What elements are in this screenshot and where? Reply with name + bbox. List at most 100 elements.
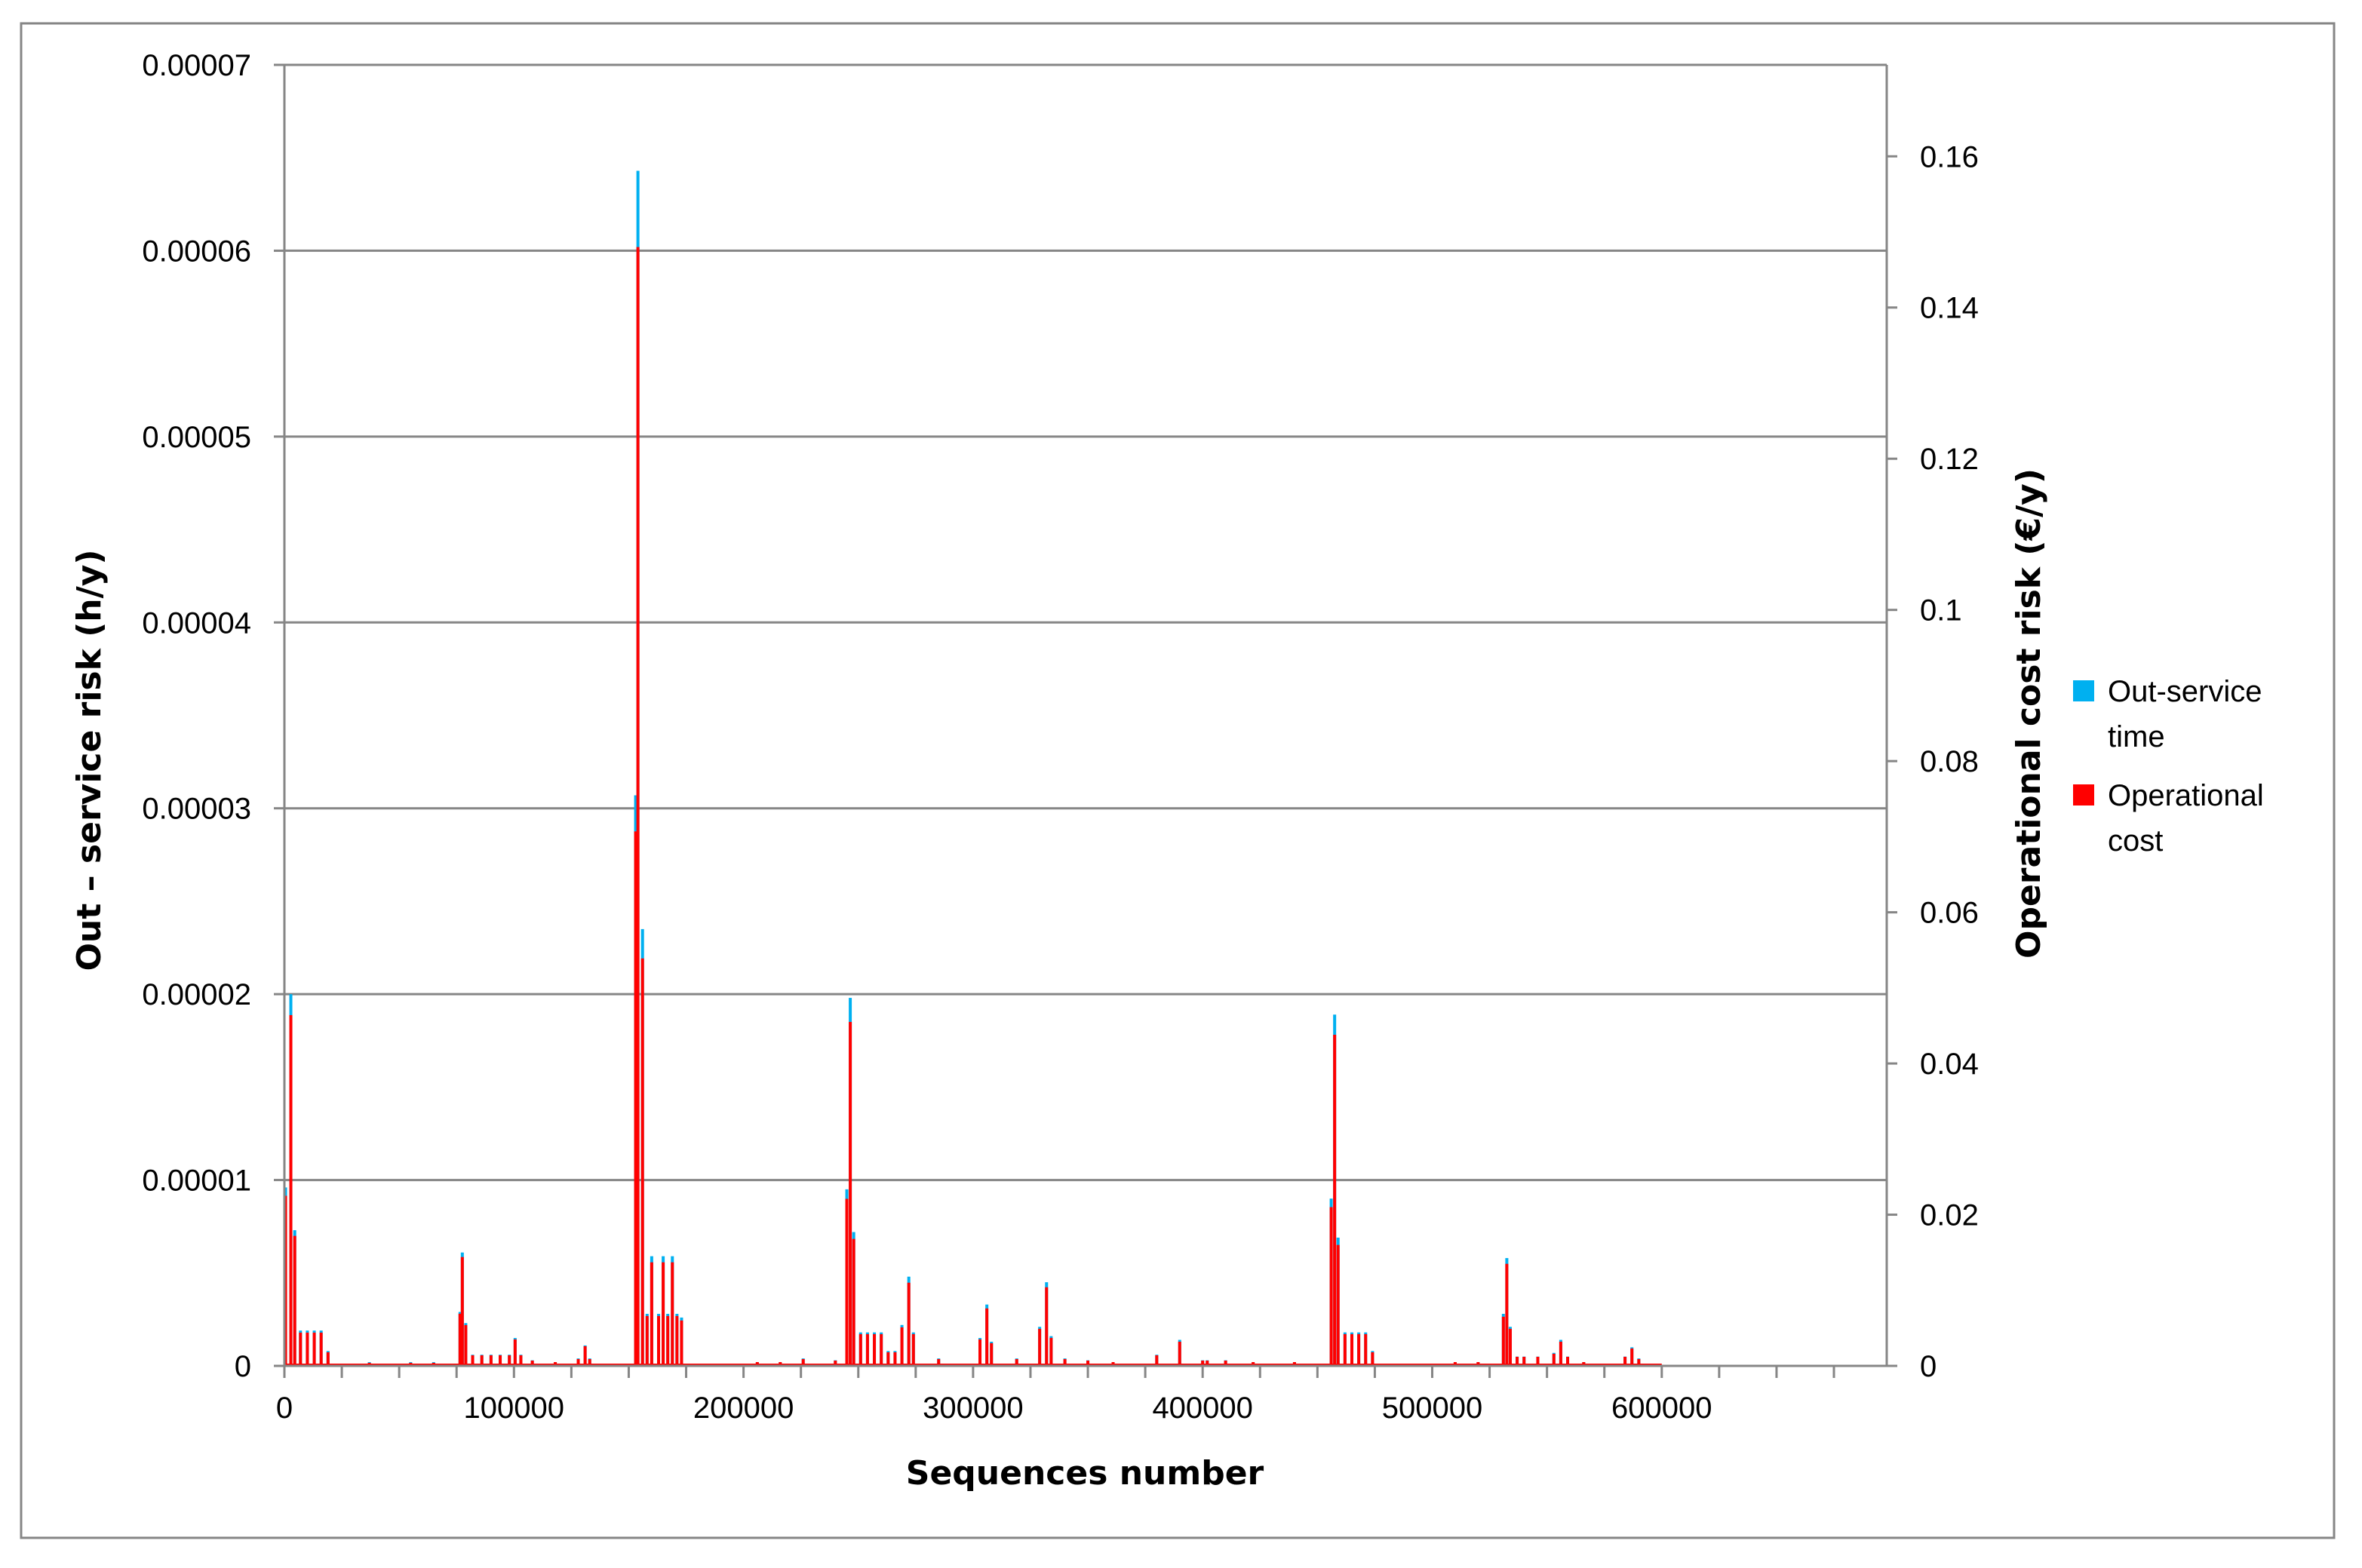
bar-operational-81 — [1501, 1316, 1505, 1366]
bar-operational-52 — [911, 1333, 915, 1366]
bar-operational-85 — [1522, 1356, 1526, 1366]
bar-operational-89 — [1566, 1356, 1570, 1366]
bar-operational-35 — [675, 1315, 679, 1366]
bar-operational-64 — [1155, 1355, 1159, 1366]
bar-operational-6 — [319, 1332, 323, 1366]
y2-tick-label-0: 0 — [1920, 1350, 1937, 1383]
bar-operational-47 — [880, 1333, 883, 1366]
bar-operational-31 — [657, 1315, 661, 1366]
y-tick-label-3: 0.00003 — [142, 793, 251, 826]
bar-operational-45 — [865, 1333, 869, 1366]
bar-operational-3 — [299, 1332, 303, 1366]
bar-operational-74 — [1343, 1333, 1347, 1366]
axes — [274, 63, 1897, 1378]
bar-operational-15 — [480, 1355, 484, 1366]
bar-operational-50 — [900, 1327, 904, 1366]
legend: Out-service time Operational cost — [2073, 675, 2264, 858]
bar-operational-41 — [845, 1198, 849, 1366]
bar-operational-76 — [1357, 1333, 1361, 1366]
bar-operational-77 — [1364, 1333, 1368, 1366]
bar-operational-21 — [530, 1360, 534, 1366]
y2-axis-title: Operational cost risk (€/y) — [2010, 468, 2048, 959]
gridlines — [284, 63, 1887, 1182]
bar-operational-82 — [1505, 1263, 1509, 1366]
bar-operational-75 — [1350, 1333, 1353, 1366]
legend-swatch-operational — [2073, 784, 2094, 805]
y-tick-label-6: 0.00006 — [142, 235, 251, 268]
bar-operational-28 — [640, 958, 644, 1366]
y-tick-label-2: 0.00002 — [142, 978, 251, 1011]
bar-operational-5 — [312, 1332, 316, 1366]
legend-label-out-service: Out-service time — [2108, 675, 2262, 753]
legend-line: cost — [2108, 824, 2163, 858]
bar-operational-59 — [1045, 1287, 1049, 1366]
x-tick-label-0: 0 — [276, 1392, 293, 1425]
bar-operational-16 — [489, 1355, 493, 1366]
bar-operational-67 — [1206, 1360, 1209, 1366]
bar-operational-86 — [1536, 1356, 1540, 1366]
tick-labels: 0 0.00001 0.00002 0.00003 0.00004 0.00005 0.00… — [142, 49, 1978, 1425]
legend-swatch-out-service — [2073, 680, 2094, 701]
y2-tick-label-7: 0.14 — [1920, 292, 1979, 325]
bar-operational-23 — [576, 1358, 580, 1366]
bar-operational-93 — [1637, 1358, 1641, 1366]
bar-operational-62 — [1086, 1360, 1090, 1366]
y-tick-label-0: 0 — [235, 1350, 251, 1383]
y2-tick-label-5: 0.1 — [1920, 594, 1962, 628]
bar-operational-2 — [293, 1235, 296, 1366]
bar-operational-53 — [937, 1358, 941, 1366]
y-tick-label-7: 0.00007 — [142, 49, 251, 82]
bar-operational-1 — [289, 1014, 293, 1366]
y2-tick-label-8: 0.16 — [1920, 140, 1979, 173]
chart-border — [20, 22, 2336, 1539]
bar-operational-0 — [284, 1195, 287, 1366]
bar-operational-39 — [801, 1358, 805, 1366]
bar-operational-27 — [636, 247, 640, 1366]
bar-operational-57 — [1015, 1358, 1018, 1366]
legend-line: Out-service — [2108, 675, 2262, 708]
bar-operational-49 — [893, 1352, 897, 1366]
y2-tick-label-6: 0.12 — [1920, 443, 1979, 476]
bar-operational-48 — [886, 1352, 890, 1366]
bar-operational-88 — [1559, 1341, 1562, 1366]
bar-operational-66 — [1201, 1360, 1205, 1366]
x-tick-label-4: 400000 — [1152, 1392, 1252, 1425]
y-tick-label-4: 0.00004 — [142, 606, 251, 640]
legend-line: time — [2108, 720, 2165, 753]
bar-operational-19 — [513, 1339, 517, 1366]
bar-operational-91 — [1623, 1356, 1627, 1366]
y-tick-label-5: 0.00005 — [142, 421, 251, 454]
y2-tick-label-4: 0.08 — [1920, 745, 1979, 778]
bar-operational-7 — [326, 1352, 330, 1366]
bar-operational-56 — [990, 1342, 994, 1366]
y2-tick-label-1: 0.02 — [1920, 1199, 1979, 1232]
x-tick-label-6: 600000 — [1611, 1392, 1712, 1425]
y2-tick-label-3: 0.06 — [1920, 897, 1979, 930]
bar-operational-65 — [1178, 1341, 1181, 1366]
bar-operational-32 — [662, 1262, 665, 1366]
y-tick-label-1: 0.00001 — [142, 1164, 251, 1198]
bar-operational-25 — [588, 1358, 591, 1366]
bar-operational-24 — [583, 1346, 587, 1366]
bar-operational-55 — [985, 1308, 989, 1366]
bar-operational-60 — [1049, 1337, 1053, 1366]
bar-operational-72 — [1333, 1034, 1337, 1366]
bar-operational-44 — [858, 1333, 862, 1366]
bar-operational-34 — [671, 1262, 674, 1366]
bar-operational-42 — [849, 1021, 852, 1366]
x-axis-title: Sequences number — [906, 1454, 1264, 1493]
bar-operational-12 — [460, 1257, 464, 1366]
bar-operational-51 — [907, 1282, 911, 1366]
x-tick-label-1: 100000 — [464, 1392, 564, 1425]
bar-operational-30 — [650, 1262, 653, 1366]
bar-operational-58 — [1038, 1328, 1042, 1366]
bar-operational-33 — [666, 1315, 670, 1366]
y-axis-title: Out – service risk (h/y) — [70, 550, 109, 971]
bar-operational-83 — [1508, 1328, 1512, 1366]
bar-operational-11 — [458, 1313, 462, 1366]
x-tick-label-3: 300000 — [923, 1392, 1023, 1425]
bar-operational-78 — [1371, 1352, 1375, 1366]
bar-operational-18 — [508, 1355, 511, 1366]
